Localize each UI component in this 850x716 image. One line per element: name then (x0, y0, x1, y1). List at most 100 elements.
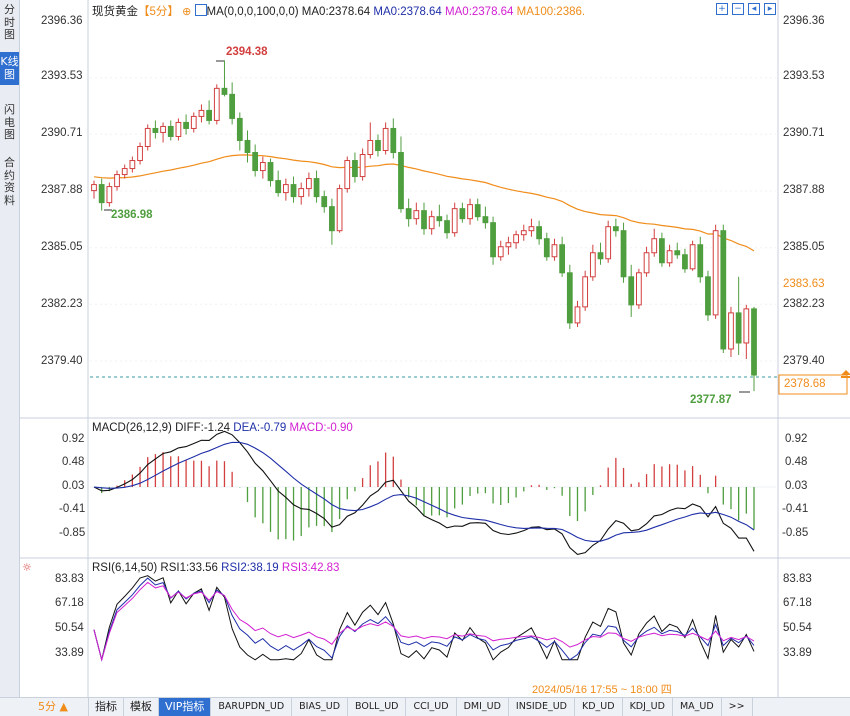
price-up-arrow-icon (841, 370, 850, 375)
candle-body (490, 222, 496, 258)
candle-body (474, 204, 481, 218)
tab-inside[interactable]: INSIDE_UD (509, 698, 575, 716)
macd-label-right: 0.92 (785, 433, 808, 445)
macd-label-left: 0.92 (62, 433, 85, 445)
current-price-box (778, 374, 848, 395)
rsi2-line (93, 577, 755, 662)
scroll-right-icon[interactable]: ▸ (764, 3, 776, 15)
candle-body (175, 121, 182, 137)
candle-body (221, 87, 228, 95)
rsi3-line (93, 581, 755, 662)
rsi-label-left: 50.54 (55, 622, 84, 634)
rsi1-value: RSI1:33.56 (160, 562, 218, 574)
candle-body (513, 234, 519, 244)
tab-contract-info[interactable]: 合约资料 (4, 156, 15, 207)
bottom-toolbar: 5分 ▲ 指标 模板 VIP指标 BARUPDN_UD BIAS_UD BOLL… (0, 697, 850, 716)
candle-body (421, 210, 427, 230)
tab-ma[interactable]: MA_UD (673, 698, 722, 716)
zoom-out-icon[interactable]: − (732, 3, 744, 15)
price-label-right: 2382.23 (783, 298, 825, 310)
price-arrow-base (841, 376, 850, 378)
candle-body (344, 160, 351, 190)
ma100-value: MA100:2386. (516, 6, 586, 18)
candle-body (497, 246, 504, 258)
tab-timeshare[interactable]: 分时图 (4, 3, 15, 41)
candle-body (190, 115, 197, 129)
tab-kline[interactable]: K线图 (0, 52, 19, 85)
candle-body (321, 196, 328, 208)
macd-legend: MACD(26,12,9) DIFF:-1.24 DEA:-0.79 MACD:… (92, 422, 353, 434)
tab-vip-indicators[interactable]: VIP指标 (159, 698, 212, 716)
tab-boll[interactable]: BOLL_UD (348, 698, 407, 716)
candle-body (597, 252, 604, 260)
candle-body (352, 160, 358, 178)
candle-body (137, 145, 143, 162)
candle-body (651, 238, 658, 254)
candle-body (306, 178, 312, 190)
zoom-in-icon[interactable]: + (716, 3, 728, 15)
tab-dmi[interactable]: DMI_UD (457, 698, 509, 716)
candle-body (428, 216, 435, 230)
tab-kd[interactable]: KD_UD (575, 698, 623, 716)
candle-body (91, 184, 97, 192)
macd-diff: DIFF:-1.24 (175, 422, 231, 434)
candle-body (720, 230, 727, 350)
candle-body (259, 162, 266, 172)
price-label-right: 2390.71 (783, 127, 825, 139)
price-label-left: 2379.40 (41, 355, 83, 367)
price-label-right: 2393.53 (783, 70, 825, 82)
candle-body (520, 230, 527, 236)
period-label[interactable]: 【5分】 (138, 6, 179, 18)
tab-kdj[interactable]: KDJ_UD (623, 698, 673, 716)
macd-label-right: 0.03 (785, 480, 808, 492)
scroll-left-icon[interactable]: ◂ (748, 3, 760, 15)
candle-body (666, 250, 673, 264)
rsi-label-right: 50.54 (783, 622, 812, 634)
ma0-value: MA0:2378.64 (373, 6, 442, 18)
rsi-label-right: 83.83 (783, 573, 812, 585)
tab-templates[interactable]: 模板 (124, 698, 159, 716)
ma100-line (93, 154, 755, 252)
macd-diff-line (93, 430, 755, 555)
tab-barupdn[interactable]: BARUPDN_UD (211, 698, 293, 716)
ma0-value: MA0:2378.64 (445, 6, 514, 18)
candle-body (244, 139, 251, 154)
price-label-right: 2387.88 (783, 184, 825, 196)
candle-body (536, 226, 542, 240)
macd-label-left: -0.85 (59, 527, 86, 539)
current-price-label: 2378.68 (784, 378, 826, 390)
price-label-left: 2396.36 (41, 15, 83, 27)
candle-body (275, 180, 282, 194)
macd-label-right: -0.85 (782, 527, 809, 539)
tab-cci[interactable]: CCI_UD (406, 698, 457, 716)
candle-body (298, 188, 305, 198)
candle-body (551, 244, 558, 258)
sun-icon[interactable]: ☼ (22, 561, 32, 574)
candle-body (359, 154, 366, 178)
period-selector[interactable]: 5分 ▲ (0, 698, 89, 716)
candle-body (313, 178, 320, 198)
candle-body (413, 210, 420, 220)
price-label-right: 2396.36 (783, 15, 825, 27)
more-tabs-button[interactable]: >> (722, 698, 753, 716)
candle-body (659, 238, 665, 264)
rsi-label-left: 83.83 (55, 573, 84, 585)
tab-flash[interactable]: 闪电图 (4, 103, 15, 141)
ma-settings-icon[interactable] (194, 4, 207, 16)
tab-indicators[interactable]: 指标 (89, 698, 124, 716)
candle-body (329, 206, 335, 232)
candle-body (382, 127, 389, 152)
gear-icon[interactable]: ⊕ (182, 6, 192, 18)
candle-body (528, 226, 535, 232)
candle-body (183, 121, 189, 129)
candle-body (129, 160, 136, 170)
candle-body (98, 184, 105, 204)
candle-body (689, 244, 696, 270)
rsi-legend: RSI(6,14,50) RSI1:33.56 RSI2:38.19 RSI3:… (92, 562, 339, 574)
candle-body (106, 186, 113, 204)
rsi3-value: RSI3:42.83 (281, 562, 340, 574)
tab-bias[interactable]: BIAS_UD (292, 698, 349, 716)
price-label-left: 2382.23 (41, 298, 83, 310)
rsi-title: RSI(6,14,50) (92, 562, 158, 574)
candle-body (444, 220, 450, 234)
